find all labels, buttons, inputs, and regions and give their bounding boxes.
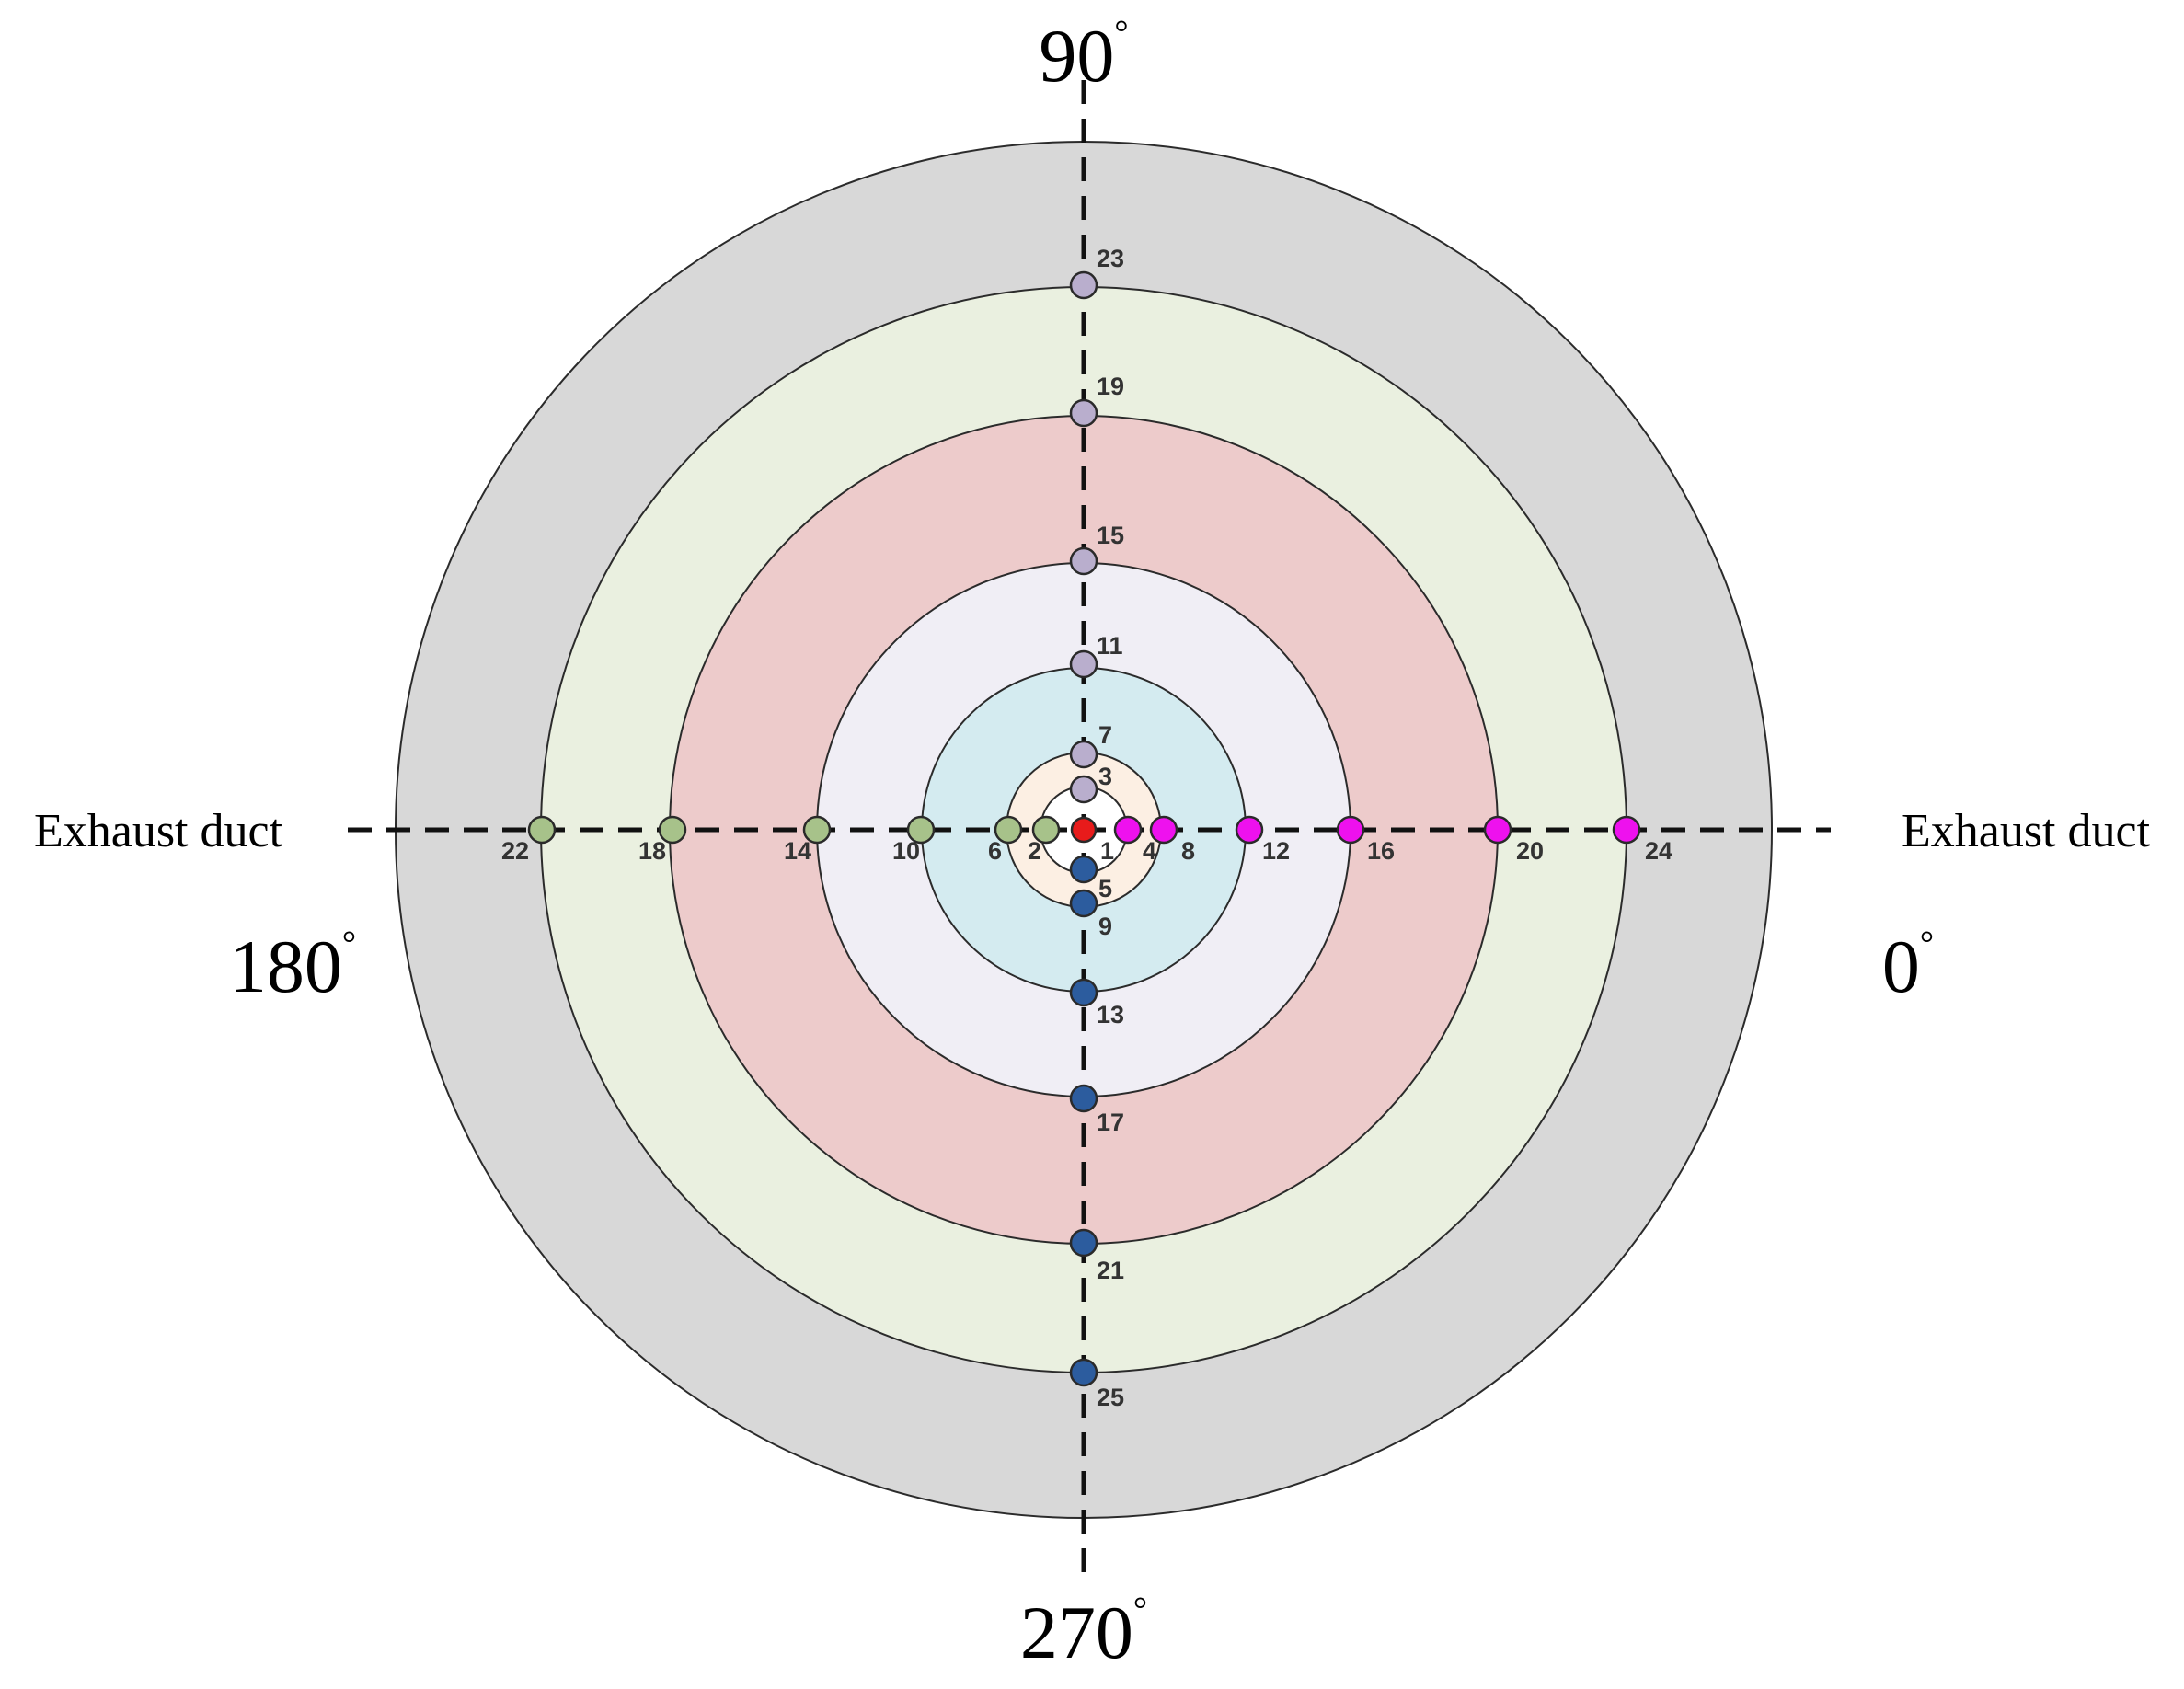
measurement-point-21 [1069,1228,1098,1258]
measurement-point-6 [994,815,1023,844]
measurement-point-label-6: 6 [988,837,1002,865]
measurement-point-23 [1069,270,1098,300]
measurement-point-24 [1612,815,1641,844]
measurement-point-label-22: 22 [501,837,529,865]
measurement-point-label-12: 12 [1262,837,1290,865]
angle-0-degree: ° [1920,925,1934,963]
angle-label-0: 0° [1882,925,1934,1008]
measurement-point-2 [1031,815,1061,844]
measurement-point-22 [527,815,557,844]
measurement-point-label-13: 13 [1097,1001,1124,1028]
measurement-point-10 [906,815,936,844]
measurement-point-label-19: 19 [1097,373,1124,400]
measurement-point-13 [1069,978,1098,1007]
angle-270-value: 270 [1020,1591,1133,1674]
measurement-point-label-2: 2 [1028,837,1041,865]
measurement-point-18 [658,815,687,844]
measurement-point-label-7: 7 [1098,721,1112,749]
measurement-point-label-16: 16 [1367,837,1395,865]
measurement-point-label-4: 4 [1143,837,1156,865]
angle-270-degree: ° [1133,1591,1147,1629]
measurement-point-label-10: 10 [892,837,920,865]
measurement-point-label-1: 1 [1100,837,1114,865]
angle-label-180: 180° [229,925,356,1008]
measurement-point-label-23: 23 [1097,245,1124,272]
measurement-point-label-17: 17 [1097,1109,1124,1136]
measurement-point-16 [1336,815,1365,844]
measurement-point-3 [1069,775,1098,804]
measurement-point-label-5: 5 [1098,875,1112,902]
angle-label-90: 90° [1039,14,1128,98]
measurement-point-label-25: 25 [1097,1384,1124,1411]
angle-90-value: 90 [1039,14,1114,98]
measurement-point-20 [1483,815,1512,844]
measurement-point-5 [1069,855,1098,884]
angle-180-value: 180 [229,925,342,1008]
measurement-point-label-24: 24 [1645,837,1672,865]
measurement-point-15 [1069,546,1098,576]
measurement-point-label-8: 8 [1181,837,1195,865]
measurement-point-14 [802,815,832,844]
angle-label-270: 270° [1020,1591,1147,1674]
exhaust-duct-label-right: Exhaust duct [1902,805,2151,857]
measurement-point-12 [1235,815,1264,844]
measurement-point-label-3: 3 [1098,763,1112,790]
measurement-point-17 [1069,1084,1098,1113]
exhaust-duct-label-left: Exhaust duct [34,805,283,857]
measurement-point-8 [1149,815,1178,844]
measurement-point-label-21: 21 [1097,1257,1124,1284]
measurement-point-19 [1069,398,1098,428]
measurement-point-25 [1069,1358,1098,1387]
measurement-point-1 [1070,816,1098,844]
measurement-point-label-9: 9 [1098,913,1112,940]
measurement-points [527,270,1641,1387]
angle-90-degree: ° [1114,14,1128,52]
measurement-point-labels: 1234567891011121314151617181920212223242… [501,245,1672,1411]
angle-0-value: 0 [1882,925,1920,1008]
angle-180-degree: ° [342,925,356,963]
measurement-point-7 [1069,740,1098,769]
measurement-point-label-15: 15 [1097,522,1124,549]
measurement-point-label-11: 11 [1097,632,1123,660]
measurement-point-label-20: 20 [1516,837,1544,865]
measurement-point-9 [1069,889,1098,918]
measurement-point-label-14: 14 [784,837,811,865]
measurement-point-11 [1069,649,1098,679]
measurement-point-label-18: 18 [638,837,666,865]
measurement-point-4 [1113,815,1143,844]
